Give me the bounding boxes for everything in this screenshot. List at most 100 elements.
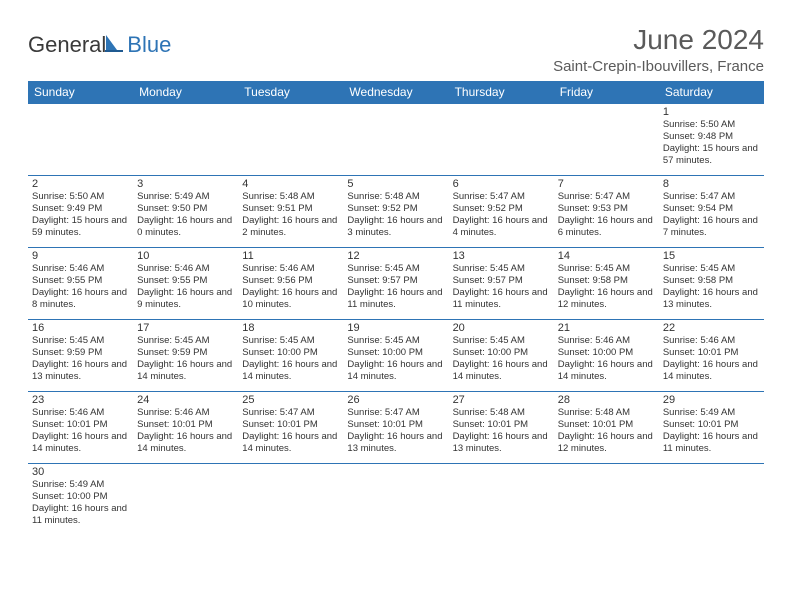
day-number: 22 <box>663 322 760 334</box>
logo-sail-icon <box>104 32 126 58</box>
daylight-text: Daylight: 16 hours and 14 minutes. <box>32 431 127 454</box>
daylight-text: Daylight: 16 hours and 0 minutes. <box>137 215 232 238</box>
day-number: 30 <box>32 466 129 478</box>
daylight-text: Daylight: 15 hours and 57 minutes. <box>663 143 758 166</box>
day-info: Sunrise: 5:47 AMSunset: 10:01 PMDaylight… <box>347 407 444 455</box>
sunrise-text: Sunrise: 5:45 AM <box>663 263 735 274</box>
calendar-cell: 21Sunrise: 5:46 AMSunset: 10:00 PMDaylig… <box>554 320 659 392</box>
sunrise-text: Sunrise: 5:45 AM <box>347 263 419 274</box>
sunrise-text: Sunrise: 5:50 AM <box>663 119 735 130</box>
sunset-text: Sunset: 10:00 PM <box>32 491 108 502</box>
daylight-text: Daylight: 16 hours and 14 minutes. <box>242 359 337 382</box>
sunset-text: Sunset: 10:00 PM <box>347 347 423 358</box>
calendar-cell: 17Sunrise: 5:45 AMSunset: 9:59 PMDayligh… <box>133 320 238 392</box>
calendar-cell <box>343 464 448 536</box>
sunset-text: Sunset: 9:57 PM <box>347 275 417 286</box>
sunset-text: Sunset: 10:01 PM <box>32 419 108 430</box>
sunrise-text: Sunrise: 5:48 AM <box>347 191 419 202</box>
calendar-cell: 1Sunrise: 5:50 AMSunset: 9:48 PMDaylight… <box>659 104 764 176</box>
sunrise-text: Sunrise: 5:45 AM <box>453 335 525 346</box>
month-title: June 2024 <box>553 24 764 56</box>
dayname-mon: Monday <box>133 81 238 104</box>
day-info: Sunrise: 5:45 AMSunset: 10:00 PMDaylight… <box>453 335 550 383</box>
sunrise-text: Sunrise: 5:49 AM <box>137 191 209 202</box>
day-number: 29 <box>663 394 760 406</box>
calendar-cell <box>28 104 133 176</box>
day-number: 5 <box>347 178 444 190</box>
day-info: Sunrise: 5:46 AMSunset: 10:01 PMDaylight… <box>32 407 129 455</box>
sunrise-text: Sunrise: 5:49 AM <box>32 479 104 490</box>
sunrise-text: Sunrise: 5:45 AM <box>137 335 209 346</box>
day-number: 28 <box>558 394 655 406</box>
sunrise-text: Sunrise: 5:47 AM <box>453 191 525 202</box>
day-info: Sunrise: 5:45 AMSunset: 9:59 PMDaylight:… <box>137 335 234 383</box>
day-info: Sunrise: 5:45 AMSunset: 9:58 PMDaylight:… <box>558 263 655 311</box>
day-info: Sunrise: 5:45 AMSunset: 10:00 PMDaylight… <box>347 335 444 383</box>
calendar-body: 1Sunrise: 5:50 AMSunset: 9:48 PMDaylight… <box>28 104 764 536</box>
calendar-row: 1Sunrise: 5:50 AMSunset: 9:48 PMDaylight… <box>28 104 764 176</box>
day-number: 27 <box>453 394 550 406</box>
day-number: 21 <box>558 322 655 334</box>
sunset-text: Sunset: 9:50 PM <box>137 203 207 214</box>
sunset-text: Sunset: 9:48 PM <box>663 131 733 142</box>
calendar-cell: 15Sunrise: 5:45 AMSunset: 9:58 PMDayligh… <box>659 248 764 320</box>
daylight-text: Daylight: 16 hours and 14 minutes. <box>453 359 548 382</box>
sunrise-text: Sunrise: 5:50 AM <box>32 191 104 202</box>
calendar-table: Sunday Monday Tuesday Wednesday Thursday… <box>28 81 764 536</box>
logo: General Blue <box>28 32 171 58</box>
sunset-text: Sunset: 9:59 PM <box>32 347 102 358</box>
daylight-text: Daylight: 16 hours and 14 minutes. <box>347 359 442 382</box>
sunset-text: Sunset: 10:01 PM <box>663 347 739 358</box>
calendar-cell: 12Sunrise: 5:45 AMSunset: 9:57 PMDayligh… <box>343 248 448 320</box>
daylight-text: Daylight: 16 hours and 11 minutes. <box>663 431 758 454</box>
sunset-text: Sunset: 10:01 PM <box>137 419 213 430</box>
logo-text-blue: Blue <box>127 32 171 58</box>
sunrise-text: Sunrise: 5:45 AM <box>347 335 419 346</box>
day-info: Sunrise: 5:50 AMSunset: 9:49 PMDaylight:… <box>32 191 129 239</box>
daylight-text: Daylight: 16 hours and 12 minutes. <box>558 431 653 454</box>
calendar-head: Sunday Monday Tuesday Wednesday Thursday… <box>28 81 764 104</box>
daylight-text: Daylight: 16 hours and 6 minutes. <box>558 215 653 238</box>
day-number: 18 <box>242 322 339 334</box>
sunset-text: Sunset: 9:59 PM <box>137 347 207 358</box>
calendar-cell: 19Sunrise: 5:45 AMSunset: 10:00 PMDaylig… <box>343 320 448 392</box>
day-number: 12 <box>347 250 444 262</box>
calendar-cell: 11Sunrise: 5:46 AMSunset: 9:56 PMDayligh… <box>238 248 343 320</box>
day-info: Sunrise: 5:49 AMSunset: 9:50 PMDaylight:… <box>137 191 234 239</box>
daylight-text: Daylight: 16 hours and 4 minutes. <box>453 215 548 238</box>
day-info: Sunrise: 5:48 AMSunset: 9:52 PMDaylight:… <box>347 191 444 239</box>
sunset-text: Sunset: 9:54 PM <box>663 203 733 214</box>
dayname-tue: Tuesday <box>238 81 343 104</box>
logo-text-general: General <box>28 32 106 58</box>
calendar-row: 23Sunrise: 5:46 AMSunset: 10:01 PMDaylig… <box>28 392 764 464</box>
daylight-text: Daylight: 16 hours and 7 minutes. <box>663 215 758 238</box>
sunrise-text: Sunrise: 5:45 AM <box>242 335 314 346</box>
day-number: 7 <box>558 178 655 190</box>
dayname-thu: Thursday <box>449 81 554 104</box>
daylight-text: Daylight: 16 hours and 12 minutes. <box>558 287 653 310</box>
daylight-text: Daylight: 16 hours and 13 minutes. <box>453 431 548 454</box>
sunrise-text: Sunrise: 5:47 AM <box>242 407 314 418</box>
day-info: Sunrise: 5:49 AMSunset: 10:01 PMDaylight… <box>663 407 760 455</box>
calendar-cell <box>554 104 659 176</box>
calendar-row: 16Sunrise: 5:45 AMSunset: 9:59 PMDayligh… <box>28 320 764 392</box>
day-number: 20 <box>453 322 550 334</box>
sunset-text: Sunset: 9:52 PM <box>453 203 523 214</box>
day-info: Sunrise: 5:49 AMSunset: 10:00 PMDaylight… <box>32 479 129 527</box>
calendar-cell: 2Sunrise: 5:50 AMSunset: 9:49 PMDaylight… <box>28 176 133 248</box>
calendar-cell: 26Sunrise: 5:47 AMSunset: 10:01 PMDaylig… <box>343 392 448 464</box>
calendar-cell: 29Sunrise: 5:49 AMSunset: 10:01 PMDaylig… <box>659 392 764 464</box>
day-info: Sunrise: 5:47 AMSunset: 10:01 PMDaylight… <box>242 407 339 455</box>
daylight-text: Daylight: 16 hours and 13 minutes. <box>32 359 127 382</box>
sunset-text: Sunset: 9:52 PM <box>347 203 417 214</box>
calendar-cell <box>554 464 659 536</box>
calendar-cell: 27Sunrise: 5:48 AMSunset: 10:01 PMDaylig… <box>449 392 554 464</box>
sunset-text: Sunset: 10:00 PM <box>558 347 634 358</box>
sunset-text: Sunset: 9:58 PM <box>663 275 733 286</box>
calendar-cell <box>133 464 238 536</box>
sunset-text: Sunset: 9:58 PM <box>558 275 628 286</box>
day-number: 25 <box>242 394 339 406</box>
day-number: 17 <box>137 322 234 334</box>
daylight-text: Daylight: 16 hours and 11 minutes. <box>32 503 127 526</box>
sunrise-text: Sunrise: 5:45 AM <box>558 263 630 274</box>
